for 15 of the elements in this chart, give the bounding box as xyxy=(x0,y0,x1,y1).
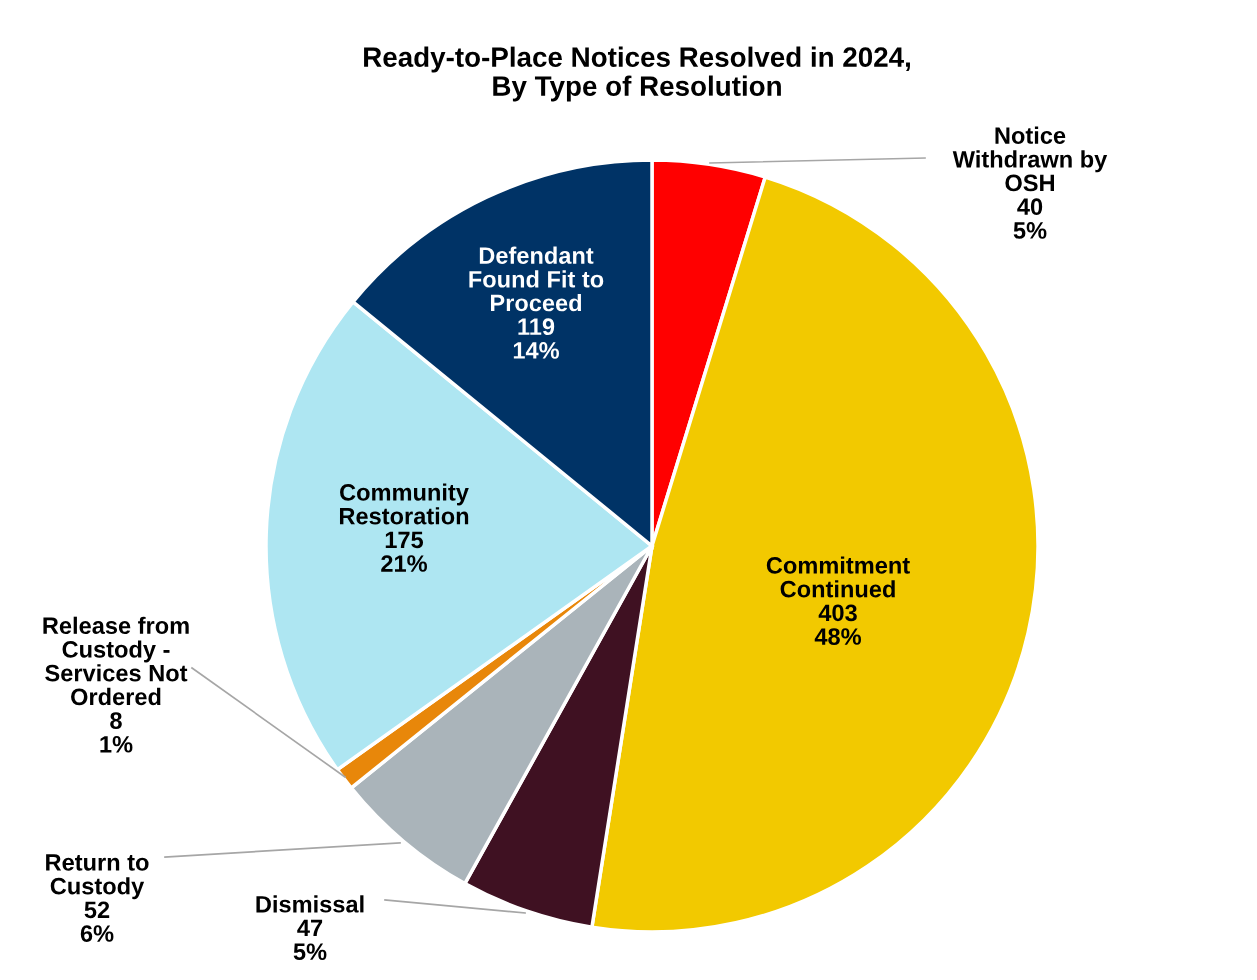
slice-label: Commitment Continued xyxy=(766,556,910,598)
chart-title: Ready-to-Place Notices Resolved in 2024, By Type of Resolution xyxy=(364,46,910,102)
data-label: 403 48% xyxy=(814,604,862,645)
slice-label: Return to Custody xyxy=(46,854,149,900)
data-label: 119 14% xyxy=(513,318,560,359)
data-label: 52 6% xyxy=(80,901,114,942)
slice-label: Community Restoration xyxy=(339,483,469,525)
slice-label: Dismissal xyxy=(256,895,364,913)
data-label: 47 5% xyxy=(293,919,327,961)
data-label: 175 21% xyxy=(381,531,428,572)
slice-label: Release from Custody - Services Not Ordered xyxy=(43,616,189,706)
slice-label: Defendant Found Fit to Proceed xyxy=(469,246,604,312)
data-label: 40 5% xyxy=(1013,198,1047,239)
data-label: 8 1% xyxy=(100,712,133,753)
slice-label: Notice Withdrawn by OSH xyxy=(952,126,1108,192)
